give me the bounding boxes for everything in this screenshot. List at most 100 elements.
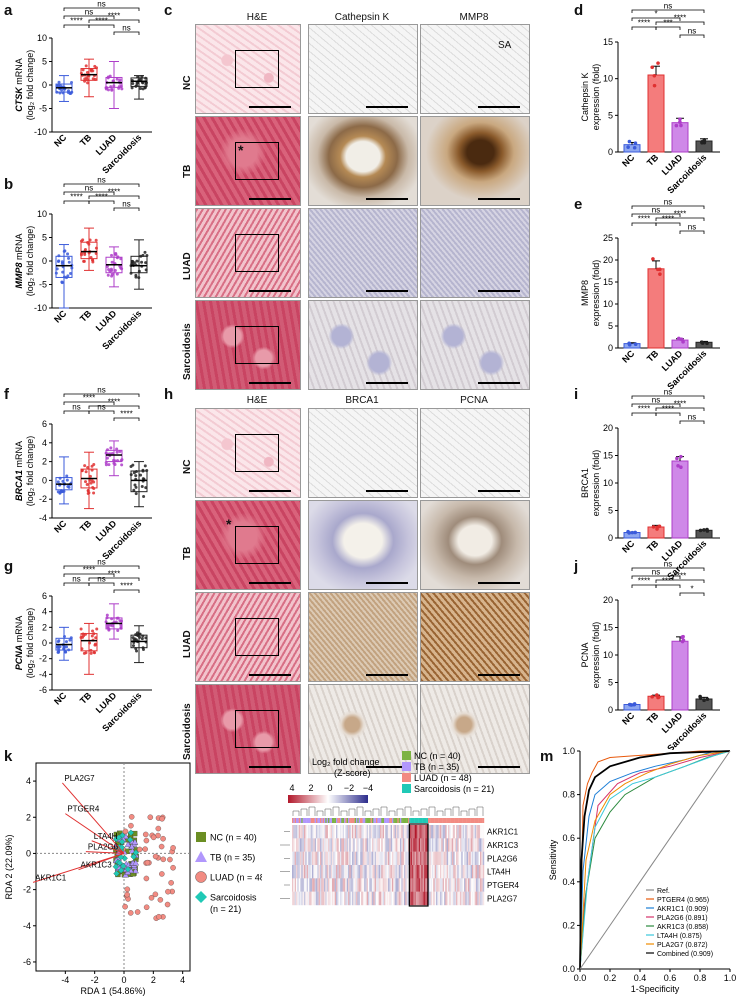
g-point bbox=[88, 641, 92, 645]
l-cell bbox=[434, 851, 437, 866]
b-point bbox=[66, 252, 70, 256]
d-point bbox=[678, 120, 682, 124]
l-cell bbox=[418, 891, 421, 906]
l-cell bbox=[336, 851, 338, 866]
l-cell bbox=[468, 865, 470, 879]
l-cell bbox=[338, 865, 341, 879]
l-cell bbox=[381, 838, 383, 852]
j-ytick-label: 5 bbox=[608, 678, 613, 688]
l-cell bbox=[376, 825, 378, 839]
l-cell bbox=[380, 825, 382, 839]
l-cell bbox=[360, 878, 362, 892]
l-sarcoidosis-box bbox=[408, 823, 429, 907]
l-group-cell bbox=[336, 818, 338, 823]
l-cell bbox=[378, 838, 381, 852]
l-cell bbox=[404, 825, 406, 839]
l-cell bbox=[349, 865, 351, 879]
l-cell bbox=[425, 891, 427, 906]
l-cell bbox=[430, 878, 433, 892]
a-xtick-label: TB bbox=[78, 132, 94, 148]
l-cell bbox=[412, 838, 414, 852]
f-ylabel-line2: (log₂ fold change) bbox=[25, 436, 35, 507]
l-cell bbox=[421, 878, 423, 892]
l-group-cell bbox=[370, 818, 373, 823]
j-xtick-label: TB bbox=[645, 710, 661, 726]
panel-letter-m: m bbox=[540, 748, 554, 765]
l-cell bbox=[309, 891, 311, 906]
l-cell bbox=[402, 851, 405, 866]
l-cell bbox=[386, 865, 389, 879]
l-cell bbox=[366, 851, 369, 866]
k-legend-label: LUAD (n = 48) bbox=[210, 873, 262, 883]
l-cell bbox=[366, 838, 369, 852]
d-sig-label: ns bbox=[688, 27, 696, 36]
l-cell bbox=[394, 878, 397, 892]
j-ylabel-line1: PCNA bbox=[580, 642, 590, 667]
d-point bbox=[632, 145, 637, 150]
l-cell bbox=[341, 878, 343, 892]
l-cell bbox=[402, 878, 405, 892]
e-sig-label: ns bbox=[688, 223, 696, 232]
l-cell bbox=[436, 878, 438, 892]
l-cell bbox=[354, 851, 357, 866]
l-cell bbox=[453, 825, 455, 839]
l-cell bbox=[340, 838, 342, 852]
b-point bbox=[70, 266, 74, 270]
a-point bbox=[117, 85, 121, 89]
d-point bbox=[656, 61, 660, 65]
l-cell bbox=[340, 878, 342, 892]
l-cell bbox=[328, 825, 330, 839]
l-col-dendro bbox=[348, 808, 356, 816]
h-scalebar bbox=[249, 674, 291, 676]
l-cell bbox=[345, 891, 347, 906]
l-cell bbox=[321, 891, 323, 906]
a-point bbox=[136, 75, 140, 79]
l-cell bbox=[446, 878, 449, 892]
a-sig-bracket bbox=[113, 31, 140, 35]
f-point bbox=[92, 480, 96, 484]
l-cell bbox=[424, 878, 426, 892]
l-cell bbox=[302, 878, 305, 892]
h-scalebar bbox=[478, 674, 520, 676]
l-col-dendro bbox=[436, 810, 444, 816]
l-group-cell bbox=[389, 818, 391, 823]
l-cell bbox=[469, 851, 471, 866]
l-cell bbox=[466, 825, 469, 839]
j-ylabel-line2: expression (fold) bbox=[591, 622, 601, 689]
l-cell bbox=[465, 891, 467, 906]
l-cell bbox=[372, 878, 374, 892]
l-cell bbox=[312, 878, 314, 892]
l-cell bbox=[394, 891, 397, 906]
l-cell bbox=[413, 851, 415, 866]
h-tile-r2-c0 bbox=[195, 592, 301, 682]
b-sig-label: ns bbox=[85, 184, 93, 193]
l-cell bbox=[464, 878, 466, 892]
l-cell bbox=[478, 891, 481, 906]
l-cell bbox=[302, 825, 305, 839]
l-cell bbox=[328, 891, 330, 906]
l-cell bbox=[309, 825, 311, 839]
l-group-cell bbox=[456, 818, 458, 823]
l-cell bbox=[378, 878, 381, 892]
l-cell bbox=[468, 851, 470, 866]
l-cell bbox=[394, 838, 397, 852]
l-cell bbox=[362, 865, 365, 879]
l-cell bbox=[361, 865, 363, 879]
l-cell bbox=[432, 865, 434, 879]
f-ytick-label: 0 bbox=[42, 475, 47, 485]
l-cell bbox=[342, 838, 345, 852]
l-cell bbox=[433, 838, 435, 852]
l-group-cell bbox=[309, 818, 311, 823]
l-cell bbox=[353, 825, 355, 839]
l-cell bbox=[425, 878, 427, 892]
i-xtick-label: TB bbox=[645, 538, 661, 554]
l-cell bbox=[380, 838, 382, 852]
l-cell bbox=[470, 865, 473, 879]
l-group-cell bbox=[477, 818, 479, 823]
f-box bbox=[130, 470, 148, 493]
l-cell bbox=[296, 865, 298, 879]
g-point bbox=[56, 645, 60, 649]
l-cell bbox=[349, 878, 351, 892]
l-cell bbox=[333, 825, 335, 839]
